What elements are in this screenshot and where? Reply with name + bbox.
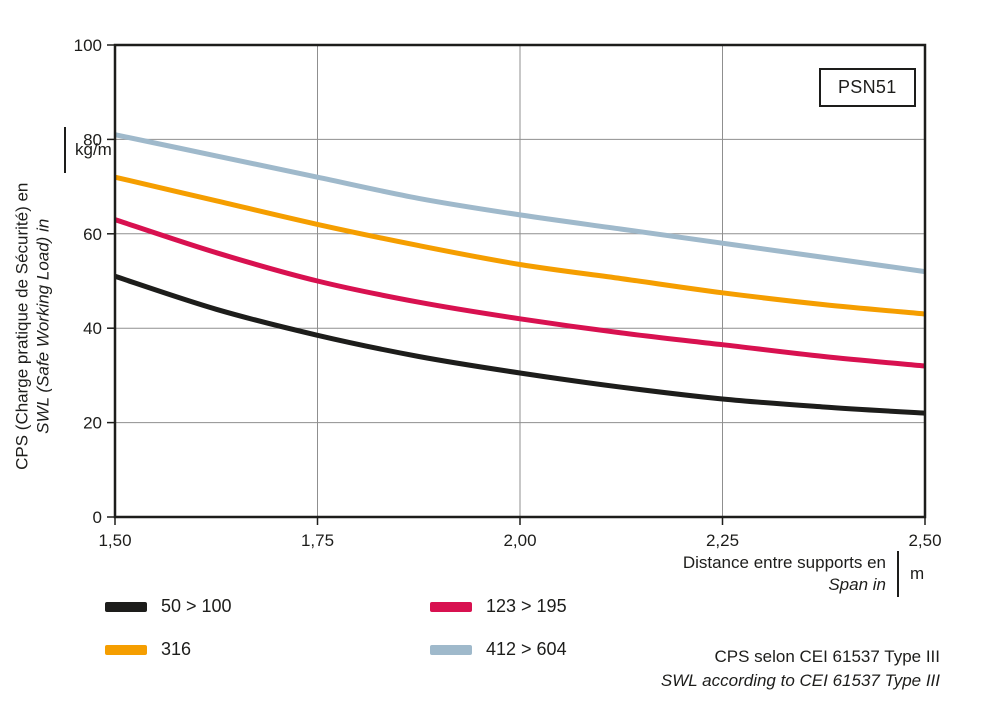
standard-note-fr: CPS selon CEI 61537 Type III bbox=[714, 647, 940, 666]
legend-item: 123 > 195 bbox=[430, 596, 567, 617]
unit-divider bbox=[64, 127, 66, 173]
x-tick-label: 1,50 bbox=[98, 531, 131, 550]
y-tick-label: 100 bbox=[74, 36, 102, 55]
standard-note-en: SWL according to CEI 61537 Type III bbox=[660, 670, 940, 690]
legend-item: 412 > 604 bbox=[430, 639, 567, 660]
legend-swatch-412-604 bbox=[430, 644, 472, 655]
y-tick-label: 60 bbox=[83, 225, 102, 244]
product-badge: PSN51 bbox=[819, 68, 916, 107]
legend-item: 316 bbox=[105, 639, 430, 660]
y-axis-unit-text: kg/m bbox=[75, 140, 112, 159]
x-axis-label-fr: Distance entre supports en bbox=[682, 552, 886, 572]
x-axis-label-en: Span in bbox=[828, 575, 886, 594]
legend-swatch-123-195 bbox=[430, 601, 472, 612]
x-tick-label: 1,75 bbox=[301, 531, 334, 550]
legend-label: 50 > 100 bbox=[161, 596, 232, 616]
legend-item: 50 > 100 bbox=[105, 596, 430, 617]
legend-label: 123 > 195 bbox=[486, 596, 567, 616]
series-316 bbox=[114, 174, 926, 317]
series-50-100 bbox=[114, 273, 926, 416]
swl-load-chart: 1,50 1,75 2,00 2,25 2,50 0 20 40 60 80 100 bbox=[74, 36, 942, 550]
y-tick-label: 40 bbox=[83, 319, 102, 338]
x-tick-label: 2,00 bbox=[503, 531, 536, 550]
y-tick-label: 80 bbox=[83, 130, 102, 149]
y-axis-unit: kg/m bbox=[64, 127, 112, 173]
legend-swatch-50-100 bbox=[105, 601, 147, 612]
x-axis-unit-text: m bbox=[910, 564, 925, 583]
y-axis-label-en: SWL (Safe Working Load) in bbox=[34, 218, 54, 434]
legend-label: 316 bbox=[161, 639, 192, 659]
x-tick-label: 2,25 bbox=[706, 531, 739, 550]
y-tick-label: 20 bbox=[83, 414, 102, 433]
y-axis-label-fr: CPS (Charge pratique de Sécurité) en bbox=[12, 182, 32, 470]
y-axis-label: CPS (Charge pratique de Sécurité) en SWL… bbox=[4, 90, 62, 562]
plot-border bbox=[113, 43, 927, 519]
x-axis-label: Distance entre supports en Span in m bbox=[600, 551, 924, 597]
legend-label: 412 > 604 bbox=[486, 639, 567, 659]
standard-note: CPS selon CEI 61537 Type III SWL accordi… bbox=[540, 645, 940, 693]
legend: 50 > 100 123 > 195 316 412 > 604 bbox=[105, 596, 567, 660]
series-123-195 bbox=[114, 217, 926, 369]
legend-swatch-316 bbox=[105, 644, 147, 655]
unit-divider bbox=[897, 551, 899, 597]
series-412-604 bbox=[114, 132, 926, 275]
x-tick-label: 2,50 bbox=[908, 531, 941, 550]
y-tick-label: 0 bbox=[93, 508, 102, 527]
